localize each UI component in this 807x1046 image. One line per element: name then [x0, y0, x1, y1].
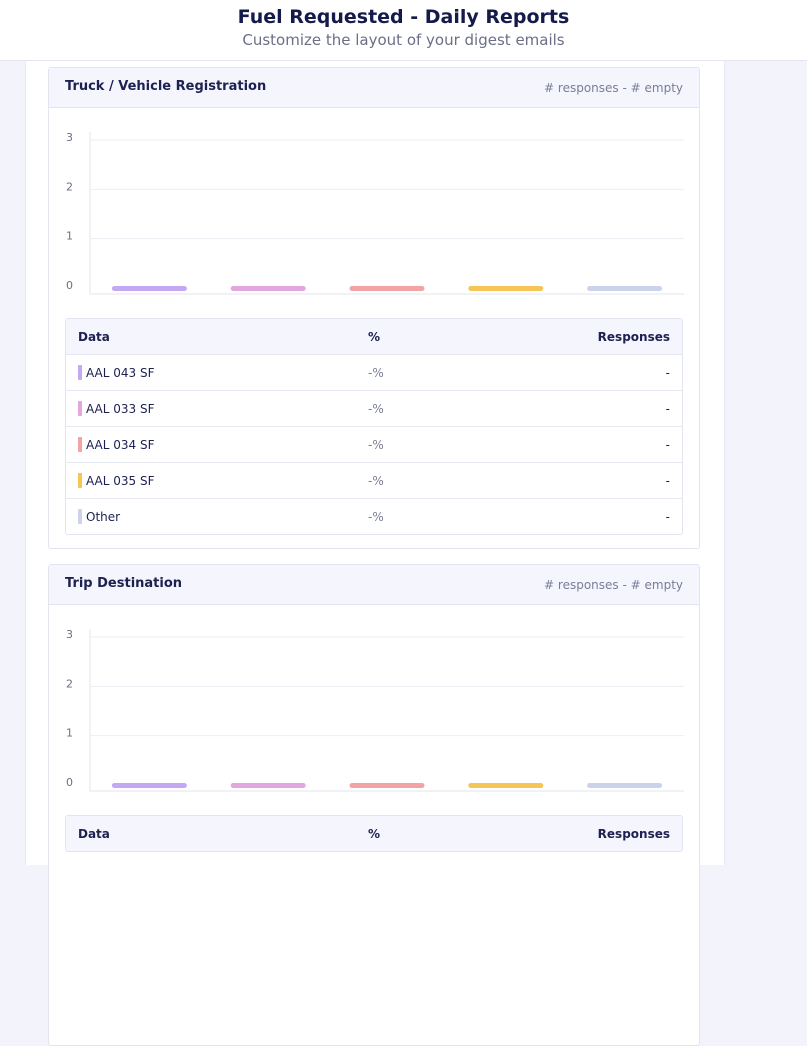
bar — [587, 783, 663, 788]
bar — [349, 286, 425, 291]
card-meta: # responses - # empty — [544, 81, 683, 95]
table-cell: AAL 035 SF — [86, 474, 155, 488]
y-tick-label: 0 — [66, 279, 73, 292]
column-header: Responses — [597, 330, 670, 344]
table-cell: AAL 043 SF — [86, 366, 155, 380]
data-table: Data% Responses — [65, 815, 683, 852]
card-header: Trip Destination # responses - # empty — [49, 565, 699, 605]
bar — [111, 783, 187, 788]
page-title: Fuel Requested - Daily Reports — [237, 6, 570, 28]
y-tick-label: 0 — [66, 776, 73, 789]
y-tick-label: 1 — [66, 727, 73, 740]
card-header: Truck / Vehicle Registration # responses … — [49, 68, 699, 108]
bar — [230, 783, 306, 788]
table-cell: -% — [368, 366, 384, 380]
table-cell: AAL 034 SF — [86, 438, 155, 452]
bar — [468, 783, 544, 788]
table-cell: -% — [368, 438, 384, 452]
table-header-row: Data% Responses — [66, 319, 682, 354]
table-header-row: Data% Responses — [66, 816, 682, 851]
card-title: Trip Destination — [65, 576, 183, 591]
page-subtitle: Customize the layout of your digest emai… — [242, 31, 565, 49]
column-header: Data — [78, 827, 110, 841]
table-row: AAL 035 SF -% - — [66, 462, 682, 498]
y-tick-label: 2 — [66, 677, 73, 690]
table-cell: Other — [86, 510, 121, 524]
chart: 0 1 2 3 — [66, 628, 684, 792]
column-header: % — [368, 330, 381, 344]
bar — [111, 286, 187, 291]
column-header: % — [368, 827, 381, 841]
column-header: Data — [78, 330, 110, 344]
column-header: Responses — [597, 827, 670, 841]
data-table: Data% Responses AAL 043 SF -% - AAL 033 SF -% -… — [65, 318, 683, 535]
table-cell: -% — [368, 402, 384, 416]
table-cell: - — [665, 438, 670, 452]
table-cell: - — [665, 402, 670, 416]
color-swatch — [78, 473, 82, 488]
table-cell: -% — [368, 474, 384, 488]
table-cell: AAL 033 SF — [86, 402, 155, 416]
section-card: Truck / Vehicle Registration # responses … — [48, 67, 700, 549]
card-title: Truck / Vehicle Registration — [65, 79, 267, 94]
bar — [587, 286, 663, 291]
color-swatch — [78, 437, 82, 452]
table-row: AAL 034 SF -% - — [66, 426, 682, 462]
table-row: AAL 033 SF -% - — [66, 390, 682, 426]
table-row: AAL 043 SF -% - — [66, 354, 682, 390]
chart: 0 1 2 3 — [66, 131, 684, 295]
y-tick-label: 2 — [66, 180, 73, 193]
bar — [349, 783, 425, 788]
color-swatch — [78, 509, 82, 524]
color-swatch — [78, 401, 82, 416]
card-meta: # responses - # empty — [544, 578, 683, 592]
y-tick-label: 3 — [66, 628, 73, 641]
table-row: Other -% - — [66, 498, 682, 534]
table-cell: - — [665, 510, 670, 524]
color-swatch — [78, 365, 82, 380]
table-cell: -% — [368, 510, 384, 524]
y-tick-label: 3 — [66, 131, 73, 144]
section-card: Trip Destination # responses - # empty 0 1 2… — [48, 564, 700, 1046]
header: Fuel Requested - Daily Reports Customize… — [0, 0, 807, 61]
bar — [230, 286, 306, 291]
table-cell: - — [665, 366, 670, 380]
table-cell: - — [665, 474, 670, 488]
bar — [468, 286, 544, 291]
y-tick-label: 1 — [66, 230, 73, 243]
